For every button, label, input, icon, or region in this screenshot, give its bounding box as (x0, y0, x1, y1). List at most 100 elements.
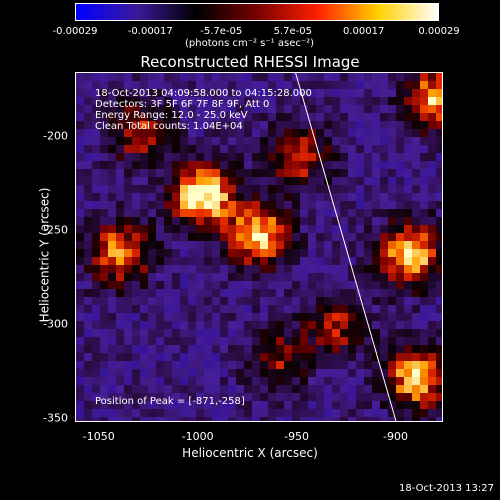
heatmap-cell (340, 89, 348, 97)
heatmap-cell (196, 177, 204, 185)
heatmap-cell (212, 361, 220, 369)
heatmap-cell (300, 89, 308, 97)
heatmap-cell (180, 81, 188, 89)
heatmap-cell (428, 393, 436, 401)
heatmap-cell (180, 97, 188, 105)
heatmap-cell (332, 345, 340, 353)
heatmap-cell (388, 417, 396, 421)
heatmap-cell (188, 225, 196, 233)
heatmap-cell (420, 409, 428, 417)
heatmap-cell (180, 241, 188, 249)
heatmap-cell (212, 273, 220, 281)
heatmap-cell (140, 401, 148, 409)
heatmap-cell (300, 153, 308, 161)
heatmap-cell (316, 305, 324, 313)
heatmap-cell (196, 265, 204, 273)
heatmap-cell (92, 273, 100, 281)
heatmap-cell (124, 249, 132, 257)
heatmap-cell (404, 129, 412, 137)
heatmap-cell (308, 273, 316, 281)
heatmap-cell (116, 73, 124, 81)
heatmap-cell (364, 265, 372, 273)
heatmap-cell (84, 273, 92, 281)
heatmap-cell (332, 377, 340, 385)
heatmap-cell (148, 193, 156, 201)
heatmap-cell (164, 81, 172, 89)
heatmap-cell (436, 201, 442, 209)
heatmap-cell (132, 177, 140, 185)
heatmap-cell (220, 89, 228, 97)
y-tick-label: -300 (43, 317, 68, 331)
heatmap-cell (100, 233, 108, 241)
heatmap-cell (84, 121, 92, 129)
heatmap-cell (348, 409, 356, 417)
heatmap-cell (340, 185, 348, 193)
heatmap-cell (236, 161, 244, 169)
heatmap-cell (236, 89, 244, 97)
heatmap-cell (76, 241, 84, 249)
heatmap-cell (300, 361, 308, 369)
heatmap-cell (420, 161, 428, 169)
heatmap-cell (220, 241, 228, 249)
heatmap-cell (380, 209, 388, 217)
heatmap-cell (148, 113, 156, 121)
heatmap-cell (372, 105, 380, 113)
heatmap-cell (436, 129, 442, 137)
heatmap-cell (428, 289, 436, 297)
heatmap-cell (356, 177, 364, 185)
heatmap-cell (316, 329, 324, 337)
heatmap-cell (308, 409, 316, 417)
heatmap-cell (364, 161, 372, 169)
heatmap-cell (108, 321, 116, 329)
heatmap-cell (412, 249, 420, 257)
heatmap-cell (108, 345, 116, 353)
heatmap-cell (404, 249, 412, 257)
heatmap-cell (300, 241, 308, 249)
heatmap-cell (428, 81, 436, 89)
heatmap-cell (308, 265, 316, 273)
heatmap-cell (324, 417, 332, 421)
heatmap-cell (292, 169, 300, 177)
heatmap-cell (260, 289, 268, 297)
heatmap-cell (156, 345, 164, 353)
heatmap-cell (404, 345, 412, 353)
heatmap-cell (204, 361, 212, 369)
heatmap-cell (268, 289, 276, 297)
heatmap-cell (204, 273, 212, 281)
heatmap-cell (268, 169, 276, 177)
heatmap-cell (276, 361, 284, 369)
heatmap-cell (204, 377, 212, 385)
heatmap-cell (364, 257, 372, 265)
heatmap-cell (292, 257, 300, 265)
heatmap-cell (412, 289, 420, 297)
heatmap-cell (204, 409, 212, 417)
heatmap-cell (196, 393, 204, 401)
heatmap-cell (284, 305, 292, 313)
heatmap-cell (156, 337, 164, 345)
heatmap-cell (92, 241, 100, 249)
heatmap-cell (180, 401, 188, 409)
heatmap-cell (236, 209, 244, 217)
heatmap-cell (148, 89, 156, 97)
heatmap-cell (420, 113, 428, 121)
heatmap-cell (172, 337, 180, 345)
heatmap-cell (364, 241, 372, 249)
heatmap-cell (212, 225, 220, 233)
heatmap-cell (308, 289, 316, 297)
heatmap-cell (260, 361, 268, 369)
heatmap-cell (220, 153, 228, 161)
heatmap-cell (76, 153, 84, 161)
heatmap-cell (156, 329, 164, 337)
heatmap-cell (204, 329, 212, 337)
heatmap-cell (436, 305, 442, 313)
heatmap-cell (380, 329, 388, 337)
heatmap-cell (204, 393, 212, 401)
heatmap-cell (236, 297, 244, 305)
heatmap-cell (380, 105, 388, 113)
colorbar-tick-label: -0.00017 (127, 26, 173, 37)
heatmap-cell (212, 113, 220, 121)
heatmap-cell (380, 217, 388, 225)
heatmap-cell (116, 121, 124, 129)
heatmap-cell (164, 297, 172, 305)
heatmap-cell (308, 249, 316, 257)
